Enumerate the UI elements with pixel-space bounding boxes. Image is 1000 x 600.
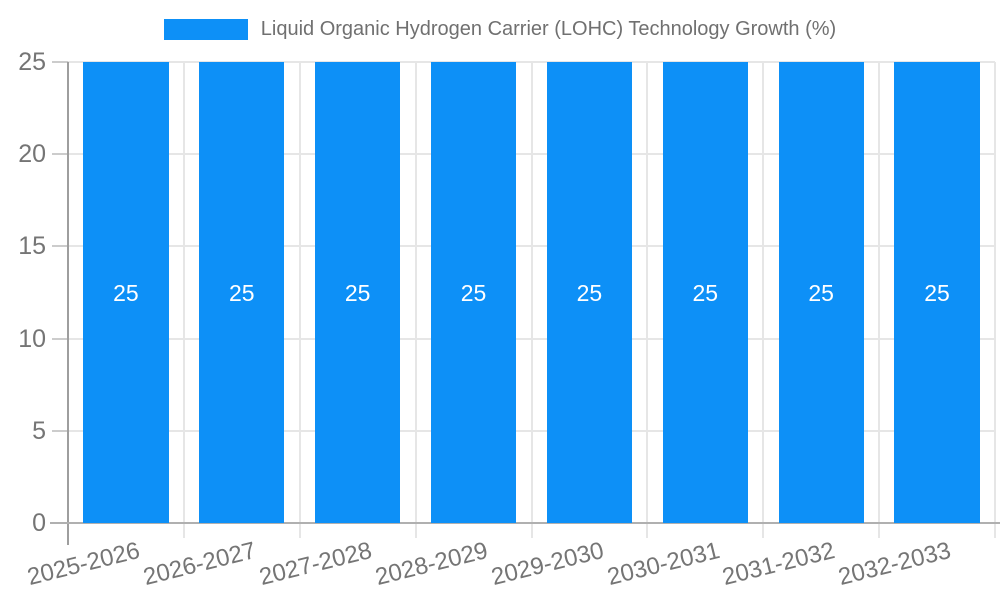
x-grid-line: [298, 62, 301, 538]
y-tick-label: 15: [18, 232, 46, 261]
bar-value-label: 25: [576, 279, 603, 306]
bar[interactable]: [430, 62, 517, 523]
bar[interactable]: [662, 62, 748, 523]
y-tick-label: 20: [18, 140, 46, 169]
x-grid-line: [762, 62, 765, 538]
y-tick-label: 25: [18, 48, 46, 76]
y-tick-mark: [52, 153, 68, 156]
x-tick-label: 2029-2030: [488, 536, 607, 591]
x-grid-line: [530, 62, 533, 538]
legend-label: Liquid Organic Hydrogen Carrier (LOHC) T…: [260, 18, 837, 40]
x-tick-label: 2030-2031: [604, 536, 723, 591]
bar[interactable]: [894, 62, 980, 523]
x-grid-line: [994, 62, 996, 538]
legend[interactable]: Liquid Organic Hydrogen Carrier (LOHC) T…: [0, 18, 1000, 41]
y-tick-label: 5: [32, 416, 46, 445]
y-axis-line: [67, 62, 69, 545]
bar-value-label: 25: [924, 279, 950, 306]
bar-value-label: 25: [692, 279, 719, 306]
x-grid-line: [646, 62, 649, 538]
y-tick-label: 10: [18, 324, 46, 353]
bar[interactable]: [546, 62, 632, 523]
bar-value-label: 25: [113, 279, 139, 306]
x-tick-label: 2026-2027: [140, 536, 259, 591]
y-tick-label: 0: [32, 509, 46, 537]
bar-value-label: 25: [808, 279, 834, 306]
legend-swatch: [163, 19, 248, 40]
x-tick-label: 2028-2029: [372, 536, 491, 591]
bar-value-label: 25: [460, 279, 487, 306]
x-grid-line: [414, 62, 417, 538]
bar[interactable]: [83, 62, 169, 523]
y-tick-mark: [52, 245, 68, 248]
x-axis-line: [50, 522, 1000, 524]
bar[interactable]: [778, 62, 864, 523]
x-tick-label: 2031-2032: [720, 536, 838, 591]
x-tick-label: 2032-2033: [835, 536, 954, 591]
bar-value-label: 25: [229, 279, 255, 306]
bar-value-label: 25: [344, 279, 371, 306]
x-tick-label: 2025-2026: [24, 536, 143, 591]
x-tick-label: 2027-2028: [256, 536, 375, 591]
bar[interactable]: [199, 62, 285, 523]
x-grid-line: [182, 62, 185, 538]
x-grid-line: [878, 62, 881, 538]
y-tick-mark: [52, 61, 68, 63]
y-tick-mark: [52, 337, 68, 340]
bar[interactable]: [315, 62, 401, 523]
y-tick-mark: [52, 429, 68, 432]
